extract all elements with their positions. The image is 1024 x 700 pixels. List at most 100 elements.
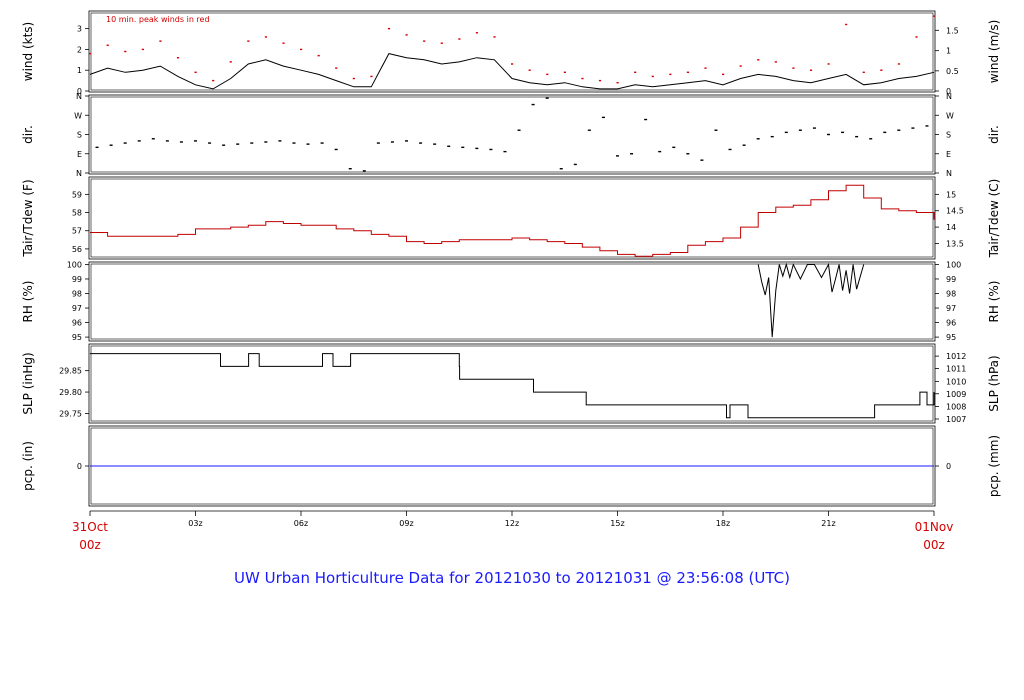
rh-ytick-right-label: 96: [946, 319, 956, 328]
dir-point: [334, 148, 338, 151]
rh-frame-outer: [88, 261, 936, 342]
rh-ytick-label: 100: [67, 260, 82, 269]
wind-peak-point: [598, 79, 602, 82]
dir-point: [151, 138, 155, 140]
dir-point: [812, 127, 816, 129]
dir-ytick-right-label: N: [946, 169, 952, 178]
slp-ylabel: SLP (inHg): [21, 352, 35, 414]
dir-point: [573, 163, 577, 166]
wind-ytick-label: 3: [77, 25, 82, 34]
dir-point: [362, 170, 366, 172]
dir-point: [545, 97, 549, 99]
wind-peak-point: [176, 57, 180, 59]
x-start-label-hour: 00z: [79, 538, 101, 552]
temp-ylabel-right: Tair/Tdew (C): [987, 179, 1001, 259]
wind-peak-point: [475, 32, 479, 34]
dir-point: [264, 141, 268, 143]
wind-ytick-right-label: 1: [946, 47, 951, 56]
wind-peak-point: [651, 75, 654, 78]
dir-ylabel-right: dir.: [987, 125, 1001, 144]
wind-peak-point: [370, 75, 373, 78]
temp-ytick-label: 59: [72, 190, 82, 199]
slp-ylabel-right: SLP (hPa): [987, 355, 1001, 411]
dir-point: [165, 140, 169, 142]
x-tick-label: 12z: [505, 519, 519, 528]
dir-point: [841, 131, 845, 134]
dir-point: [925, 125, 929, 127]
panel-temp: Tair/Tdew (F) Tair/Tdew (C) 56 57 58 59 13.5 14…: [21, 176, 1001, 260]
wind-peak-point: [827, 63, 830, 65]
wind-peak-point: [405, 34, 408, 36]
wind-peak-point: [616, 81, 619, 84]
temp-ytick-label: 58: [72, 209, 82, 218]
dir-point: [644, 118, 648, 121]
wind-peak-point: [704, 67, 707, 69]
dir-point: [405, 140, 408, 142]
panel-slp: SLP (inHg) SLP (hPa) 29.75 29.80 29.85 1007 10…: [21, 343, 1001, 424]
wind-annotation: 10 min. peak winds in red: [106, 15, 210, 24]
wind-peak-point: [880, 69, 883, 71]
wind-ytick-right-label: 0.5: [946, 67, 959, 76]
dir-ytick-right-label: N: [946, 92, 952, 101]
wind-peak-point: [159, 40, 162, 42]
dir-point: [123, 142, 127, 144]
dir-point: [390, 141, 394, 143]
dir-point: [208, 142, 212, 144]
slp-ytick-right-label: 1011: [946, 365, 966, 374]
x-tick-label: 09z: [399, 519, 413, 528]
dir-point: [630, 153, 634, 155]
wind-peak-point: [669, 73, 672, 76]
dir-point: [883, 131, 887, 134]
dir-ytick-label: N: [76, 92, 82, 101]
panel-dir: dir. dir. N E S W N N E S W N: [21, 92, 1001, 178]
dir-point: [95, 146, 99, 149]
dir-point: [475, 147, 479, 150]
dir-point: [672, 146, 676, 149]
temp-ytick-label: 57: [72, 227, 82, 236]
wind-peak-point: [897, 63, 901, 65]
rh-frame-inner: [90, 263, 934, 340]
wind-peak-point: [809, 69, 813, 71]
dir-ytick-right-label: S: [946, 131, 951, 140]
rh-ytick-label: 97: [72, 304, 82, 313]
rh-ylabel: RH (%): [21, 281, 35, 323]
dir-point: [194, 140, 197, 142]
wind-ytick-label: 2: [77, 45, 82, 54]
dir-frame-outer: [88, 94, 936, 175]
dir-point: [911, 127, 915, 129]
dir-point: [461, 146, 465, 149]
wind-peak-point: [739, 65, 742, 67]
wind-ylabel: wind (kts): [21, 22, 35, 81]
wind-peak-point: [212, 79, 215, 82]
wind-peak-point: [686, 71, 690, 73]
dir-point: [587, 129, 591, 131]
wind-peak-point: [757, 59, 760, 61]
wind-peak-point: [546, 73, 549, 76]
x-tick-label: 15z: [610, 519, 624, 528]
wind-ytick-label: 0: [77, 87, 82, 96]
dir-ytick-label: N: [76, 169, 82, 178]
temp-ytick-right-label: 14.5: [946, 207, 964, 216]
dir-point: [784, 131, 788, 134]
temp-frame-outer: [88, 176, 936, 260]
dir-point: [531, 103, 535, 106]
dir-ylabel: dir.: [21, 125, 35, 144]
dir-point: [222, 144, 226, 146]
panel-precip: pcp. (in) pcp. (mm) 0 0: [21, 425, 1001, 507]
dir-point: [419, 142, 423, 144]
wind-peak-point: [440, 42, 443, 44]
slp-ytick-right-label: 1008: [946, 403, 966, 412]
dir-point: [756, 138, 760, 140]
panel-wind: wind (kts) wind (m/s) 0 1 2 3 0 0.5 1 1.5 10 min. …: [21, 10, 1001, 96]
x-tick-label: 18z: [716, 519, 730, 528]
dir-ytick-label: S: [77, 131, 82, 140]
rh-ytick-label: 99: [72, 275, 82, 284]
dir-point: [601, 116, 605, 119]
slp-ytick-right-label: 1009: [946, 390, 966, 399]
rh-ytick-label: 95: [72, 333, 82, 342]
x-tick-label: 06z: [294, 519, 308, 528]
wind-ytick-right-label: 1.5: [946, 26, 959, 35]
dir-point: [236, 143, 240, 145]
dir-ytick-right-label: E: [946, 150, 951, 159]
rh-ytick-right-label: 99: [946, 275, 956, 284]
